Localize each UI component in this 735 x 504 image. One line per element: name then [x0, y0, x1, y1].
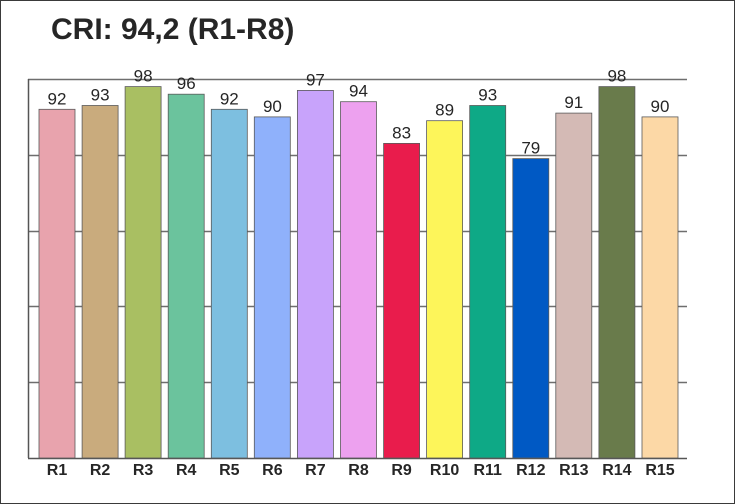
data-label-r4: 96: [177, 74, 196, 93]
x-tick-label-r3: R3: [133, 462, 154, 479]
x-tick-label-r1: R1: [47, 462, 68, 479]
data-label-r13: 91: [564, 93, 583, 112]
x-tick-label-r12: R12: [516, 462, 545, 479]
bar-r10: [426, 120, 464, 459]
bar-r11: [469, 105, 507, 459]
bar-r14: [598, 86, 636, 459]
bar-r13: [555, 112, 593, 459]
data-labels-group: 92 93 98 96 92 90 97 94 83 89 93 79 91 98 90: [48, 67, 670, 158]
bar-r7: [296, 90, 334, 459]
bar-r6: [253, 116, 291, 459]
bar-r12: [512, 158, 550, 459]
x-tick-label-r4: R4: [176, 462, 197, 479]
data-label-r6: 90: [263, 97, 282, 116]
data-label-r15: 90: [651, 97, 670, 116]
x-tick-label-r10: R10: [430, 462, 459, 479]
bar-r5: [210, 108, 248, 459]
x-tick-label-r5: R5: [219, 462, 240, 479]
x-tick-label-r2: R2: [90, 462, 111, 479]
chart-title: CRI: 94,2 (R1-R8): [51, 13, 295, 46]
x-tick-labels-group: R1 R2 R3 R4 R5 R6 R7 R8 R9 R10 R11 R12 R13 R14 R15: [47, 462, 675, 479]
bars-group: [38, 86, 679, 459]
bar-r15: [641, 116, 679, 459]
bar-r2: [81, 105, 119, 459]
data-label-r5: 92: [220, 89, 239, 108]
data-label-r9: 83: [392, 123, 411, 142]
data-label-r7: 97: [306, 70, 325, 89]
x-tick-label-r13: R13: [559, 462, 588, 479]
data-label-r10: 89: [435, 101, 454, 120]
data-label-r3: 98: [134, 67, 153, 86]
data-label-r12: 79: [521, 139, 540, 158]
data-label-r1: 92: [48, 89, 67, 108]
x-tick-label-r11: R11: [473, 462, 502, 479]
x-tick-label-r8: R8: [348, 462, 369, 479]
x-tick-label-r7: R7: [305, 462, 326, 479]
bar-r1: [38, 108, 76, 459]
x-tick-label-r6: R6: [262, 462, 283, 479]
data-label-r2: 93: [91, 86, 110, 105]
data-label-r14: 98: [607, 67, 626, 86]
bar-r9: [383, 142, 421, 459]
bar-r4: [167, 93, 205, 459]
bar-r3: [124, 86, 162, 459]
data-label-r8: 94: [349, 82, 368, 101]
x-tick-label-r9: R9: [391, 462, 412, 479]
x-tick-label-r15: R15: [645, 462, 674, 479]
data-label-r11: 93: [478, 86, 497, 105]
bar-r8: [340, 101, 377, 459]
x-tick-label-r14: R14: [602, 462, 631, 479]
